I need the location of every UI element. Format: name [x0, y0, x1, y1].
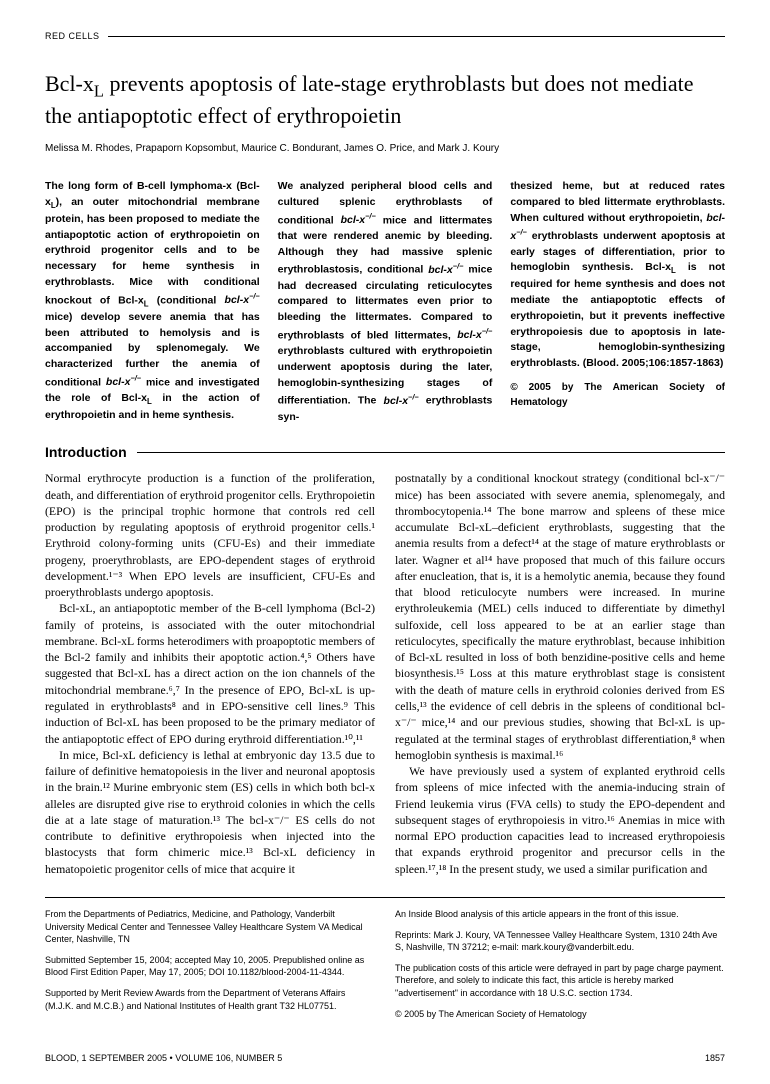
footer-para: © 2005 by The American Society of Hemato… — [395, 1008, 725, 1021]
footer-para: Submitted September 15, 2004; accepted M… — [45, 954, 375, 979]
footer-col-right: An Inside Blood analysis of this article… — [395, 908, 725, 1028]
abstract-col-2: We analyzed peripheral blood cells and c… — [278, 179, 493, 425]
article-title: Bcl-xL prevents apoptosis of late-stage … — [45, 70, 725, 130]
body-col-2: postnatally by a conditional knockout st… — [395, 470, 725, 877]
footer-para: Reprints: Mark J. Koury, VA Tennessee Va… — [395, 929, 725, 954]
footer-divider — [45, 897, 725, 898]
abstract-copyright: © 2005 by The American Society of Hemato… — [510, 380, 725, 410]
authors-line: Melissa M. Rhodes, Prapaporn Kopsombut, … — [45, 142, 725, 156]
footer-para: Supported by Merit Review Awards from th… — [45, 987, 375, 1012]
abstract-col-3-text: thesized heme, but at reduced rates comp… — [510, 180, 725, 369]
body-columns: Normal erythrocyte production is a funct… — [45, 470, 725, 877]
abstract-block: The long form of B-cell lymphoma-x (Bcl-… — [45, 179, 725, 425]
footer-col-left: From the Departments of Pediatrics, Medi… — [45, 908, 375, 1028]
section-label: RED CELLS — [45, 30, 725, 42]
body-col-1: Normal erythrocyte production is a funct… — [45, 470, 375, 877]
abstract-col-1: The long form of B-cell lymphoma-x (Bcl-… — [45, 179, 260, 425]
page-footer: BLOOD, 1 SEPTEMBER 2005 • VOLUME 106, NU… — [45, 1052, 725, 1064]
footer-block: From the Departments of Pediatrics, Medi… — [45, 908, 725, 1028]
page-foot-left: BLOOD, 1 SEPTEMBER 2005 • VOLUME 106, NU… — [45, 1052, 282, 1064]
intro-heading: Introduction — [45, 443, 725, 462]
section-label-text: RED CELLS — [45, 30, 100, 42]
divider-line — [137, 452, 725, 453]
divider-line — [108, 36, 725, 37]
body-para: We have previously used a system of expl… — [395, 763, 725, 877]
page-foot-right: 1857 — [705, 1052, 725, 1064]
footer-para: From the Departments of Pediatrics, Medi… — [45, 908, 375, 946]
abstract-col-3: thesized heme, but at reduced rates comp… — [510, 179, 725, 425]
body-para: In mice, Bcl-xL deficiency is lethal at … — [45, 747, 375, 877]
intro-heading-text: Introduction — [45, 443, 127, 462]
body-para: Normal erythrocyte production is a funct… — [45, 470, 375, 600]
footer-para: The publication costs of this article we… — [395, 962, 725, 1000]
body-para: Bcl-xL, an antiapoptotic member of the B… — [45, 600, 375, 746]
footer-para: An Inside Blood analysis of this article… — [395, 908, 725, 921]
body-para: postnatally by a conditional knockout st… — [395, 470, 725, 763]
